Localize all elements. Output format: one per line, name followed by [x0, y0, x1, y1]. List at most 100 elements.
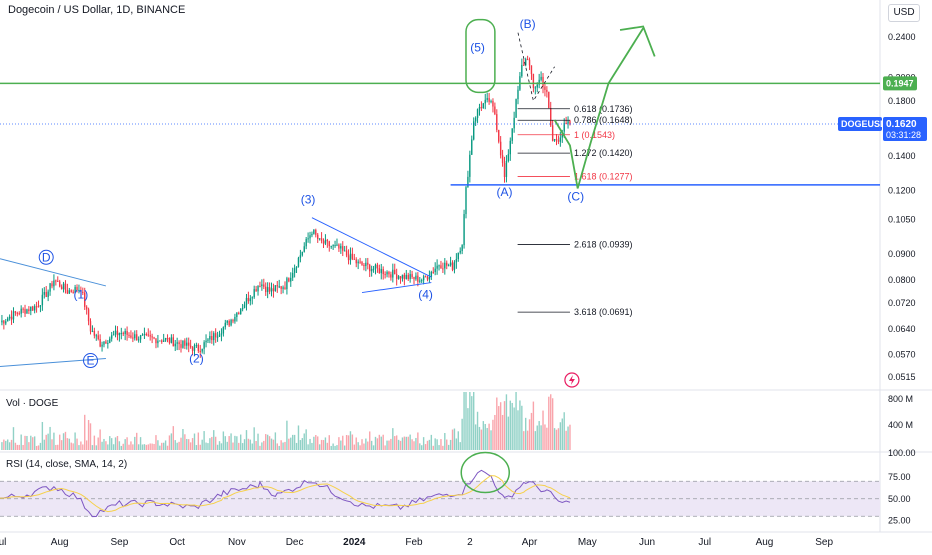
x-tick-label: Sep	[815, 537, 833, 548]
candle-body	[315, 229, 317, 235]
candle-body	[436, 265, 438, 269]
candle-body	[49, 283, 51, 292]
candle-body	[199, 350, 201, 352]
volume-bar	[240, 434, 242, 450]
volume-bar	[64, 431, 67, 450]
volume-bar	[49, 426, 51, 450]
volume-bar	[345, 435, 348, 450]
volume-bar	[318, 444, 321, 450]
wave-b-dashed-path	[517, 32, 555, 102]
candle-body	[60, 286, 63, 290]
volume-bar	[103, 438, 105, 450]
candle-body	[261, 284, 263, 287]
volume-bar	[532, 401, 535, 450]
candle-body	[18, 313, 20, 315]
volume-bar	[234, 435, 236, 450]
volume-bar	[480, 429, 483, 450]
candle-body	[349, 253, 352, 261]
volume-bar	[378, 434, 381, 450]
volume-bar	[488, 423, 490, 450]
wave-label: D	[42, 250, 51, 264]
candle-body	[288, 278, 290, 282]
currency-button[interactable]: USD	[888, 4, 920, 22]
rsi-highlight-circle	[460, 451, 511, 494]
volume-bar	[22, 444, 24, 450]
candle-body	[340, 246, 342, 249]
volume-bar	[453, 428, 456, 450]
projection-arrowhead	[619, 25, 656, 57]
candle-body	[180, 344, 182, 348]
candle-body	[182, 340, 184, 348]
volume-bar	[517, 410, 519, 450]
volume-bar	[494, 414, 496, 450]
volume-bar	[110, 438, 113, 450]
candle-body	[105, 341, 107, 344]
candle-body	[318, 238, 321, 240]
volume-bar	[161, 442, 163, 450]
volume-bar	[1, 442, 3, 450]
candle-body	[484, 99, 486, 104]
volume-bar	[561, 418, 563, 450]
volume-bar	[526, 430, 529, 450]
volume-bar	[367, 441, 369, 450]
volume-bar	[114, 437, 117, 450]
candle-body	[143, 334, 146, 336]
candle-body	[12, 311, 15, 320]
volume-bar	[197, 432, 200, 450]
volume-bar	[270, 438, 273, 450]
candle-body	[555, 139, 558, 141]
candle-body	[28, 309, 30, 312]
volume-bar	[222, 431, 225, 450]
candle-body	[417, 275, 419, 282]
volume-bar	[392, 428, 394, 450]
candle-body	[492, 101, 494, 107]
volume-bar	[186, 438, 188, 450]
candle-body	[303, 246, 305, 252]
candle-body	[526, 59, 529, 61]
candle-body	[184, 340, 186, 346]
volume-bar	[178, 441, 180, 450]
volume-bar	[303, 433, 305, 450]
candle-body	[97, 335, 99, 340]
volume-bar	[76, 438, 78, 450]
candle-body	[301, 251, 304, 256]
volume-bar	[405, 436, 408, 450]
x-tick-label: Oct	[169, 537, 185, 548]
volume-bar	[263, 440, 265, 450]
candle-body	[228, 320, 230, 326]
candle-body	[461, 245, 463, 251]
volume-bar	[528, 419, 531, 450]
candle-body	[176, 342, 178, 344]
candle-body	[342, 246, 344, 251]
volume-bar	[551, 398, 554, 450]
candle-body	[172, 337, 175, 347]
volume-bar	[226, 441, 228, 450]
volume-bar	[72, 443, 74, 450]
x-tick-label: 2	[467, 537, 473, 548]
x-tick-label: Sep	[110, 537, 128, 548]
candle-body	[505, 160, 508, 177]
y-tick-label: 0.1400	[888, 151, 916, 161]
volume-tick-label: 100.00	[888, 448, 916, 458]
volume-bar	[184, 434, 186, 450]
candle-body	[55, 280, 57, 282]
candle-body	[16, 312, 19, 314]
candle-body	[286, 278, 288, 290]
volume-bar	[207, 443, 209, 450]
candle-body	[297, 257, 300, 267]
volume-bar	[372, 445, 375, 450]
volume-bar	[530, 412, 533, 450]
volume-bar	[424, 444, 427, 450]
volume-bar	[10, 439, 13, 450]
candle-body	[41, 294, 44, 306]
candle-body	[211, 336, 213, 341]
candle-body	[213, 333, 215, 341]
volume-bar	[24, 435, 26, 450]
volume-bar	[284, 441, 286, 450]
candle-body	[91, 330, 94, 332]
candle-body	[499, 141, 502, 156]
candle-body	[515, 99, 517, 118]
volume-bar	[343, 445, 346, 450]
